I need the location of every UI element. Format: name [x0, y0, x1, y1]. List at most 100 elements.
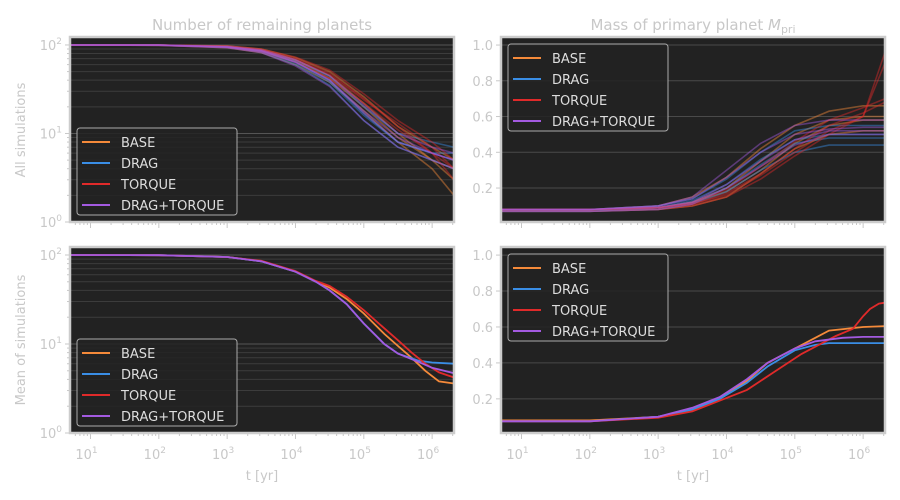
mean-line-torque: [501, 301, 885, 423]
tick-exp: 2: [160, 446, 166, 456]
simulation-line-base: [70, 44, 454, 181]
tick-base: 10: [75, 448, 92, 463]
legend-label: BASE: [552, 262, 586, 277]
legend-label: TORQUE: [551, 94, 607, 109]
tick-exp: 5: [365, 446, 371, 456]
tick-exp: 5: [796, 446, 802, 456]
legend-label: DRAG: [552, 73, 589, 88]
simulation-line-drag: [70, 44, 454, 148]
tick-base: 10: [144, 448, 161, 463]
simulation-line-base: [70, 44, 454, 161]
simulation-line-torque: [70, 44, 454, 170]
xlabel-right: t [yr]: [677, 469, 709, 484]
legend: BASE DRAG TORQUE DRAG+TORQUE: [76, 338, 238, 427]
legend-label: BASE: [121, 347, 155, 362]
simulation-line-torque: [501, 62, 885, 211]
title-text: Mass of primary planet: [590, 16, 768, 34]
tick-base: 10: [212, 448, 229, 463]
y-tick-label: 101: [40, 336, 62, 353]
legend-label: DRAG+TORQUE: [121, 410, 224, 425]
y-tick-label: 0.4: [472, 357, 493, 372]
mean-line-drag+torque: [70, 254, 454, 375]
y-tick-label: 0.6: [472, 111, 493, 126]
title-remaining-planets: Number of remaining planets: [152, 16, 372, 34]
tick-base: 10: [40, 338, 57, 353]
title-sub: pri: [781, 23, 796, 36]
simulation-line-torque: [501, 97, 885, 211]
tick-base: 10: [280, 448, 297, 463]
y-tick-label: 0.8: [472, 75, 493, 90]
legend-label: BASE: [552, 52, 586, 67]
tick-exp: 1: [56, 336, 62, 346]
tick-base: 10: [711, 448, 728, 463]
legend: BASE DRAG TORQUE DRAG+TORQUE: [507, 253, 669, 342]
tick-exp: 1: [92, 446, 98, 456]
x-tick-label: 104: [280, 446, 303, 463]
tick-exp: 6: [434, 446, 440, 456]
x-tick-label: 102: [575, 446, 597, 463]
tick-base: 10: [575, 448, 592, 463]
simulation-line-base: [501, 130, 885, 213]
x-tick-label: 106: [417, 446, 440, 463]
simulation-line-base: [70, 44, 454, 170]
simulation-line-base: [501, 105, 885, 211]
y-tick-label: 100: [40, 425, 63, 442]
x-tick-label: 103: [643, 446, 665, 463]
simulation-line-torque: [501, 51, 885, 213]
tick-exp: 1: [523, 446, 529, 456]
simulation-line-drag: [501, 144, 885, 213]
y-tick-label: 102: [40, 247, 62, 264]
simulation-line-base: [501, 119, 885, 211]
y-tick-label: 1.0: [472, 39, 493, 54]
tick-exp: 4: [297, 446, 303, 456]
tick-exp: 3: [229, 446, 235, 456]
series-group: [70, 44, 454, 196]
tick-exp: 0: [56, 214, 62, 224]
series-group: [501, 301, 885, 423]
title-math: M: [768, 16, 781, 34]
tick-base: 10: [40, 39, 57, 54]
tick-base: 10: [417, 448, 434, 463]
tick-exp: 2: [56, 37, 62, 47]
y-tick-label: 100: [40, 214, 63, 231]
simulation-line-drag+torque: [70, 44, 454, 154]
tick-base: 10: [506, 448, 523, 463]
axes-frame: [499, 35, 887, 224]
simulation-line-torque: [70, 44, 454, 161]
y-tick-label: 0.4: [472, 146, 493, 161]
tick-base: 10: [40, 127, 57, 142]
tick-base: 10: [40, 427, 57, 442]
axes-frame: [68, 245, 456, 435]
tick-base: 10: [40, 216, 57, 231]
legend-label: DRAG+TORQUE: [121, 199, 224, 214]
y-tick-label: 102: [40, 37, 62, 54]
simulation-line-drag+torque: [70, 44, 454, 170]
x-tick-label: 101: [75, 446, 97, 463]
legend-label: DRAG+TORQUE: [552, 325, 655, 340]
x-tick-label: 104: [711, 446, 734, 463]
legend-label: BASE: [121, 136, 155, 151]
x-tick-label: 105: [349, 446, 371, 463]
y-tick-label: 0.6: [472, 321, 493, 336]
tick-base: 10: [643, 448, 660, 463]
simulation-line-drag: [501, 124, 885, 211]
simulation-line-base: [501, 115, 885, 211]
simulation-line-drag+torque: [70, 44, 454, 161]
tick-exp: 3: [660, 446, 666, 456]
tick-base: 10: [848, 448, 865, 463]
tick-exp: 4: [728, 446, 734, 456]
tick-exp: 2: [56, 247, 62, 257]
simulation-line-drag+torque: [501, 130, 885, 211]
title-primary-mass: Mass of primary planet Mpri: [590, 16, 795, 36]
legend-box: [76, 338, 238, 427]
axes-frame: [68, 35, 456, 224]
simulation-line-drag+torque: [70, 44, 454, 161]
simulation-line-torque: [501, 101, 885, 211]
xlabel-left: t [yr]: [246, 469, 278, 484]
simulation-line-drag: [501, 137, 885, 211]
y-tick-label: 0.8: [472, 285, 493, 300]
legend-label: DRAG+TORQUE: [552, 115, 655, 130]
